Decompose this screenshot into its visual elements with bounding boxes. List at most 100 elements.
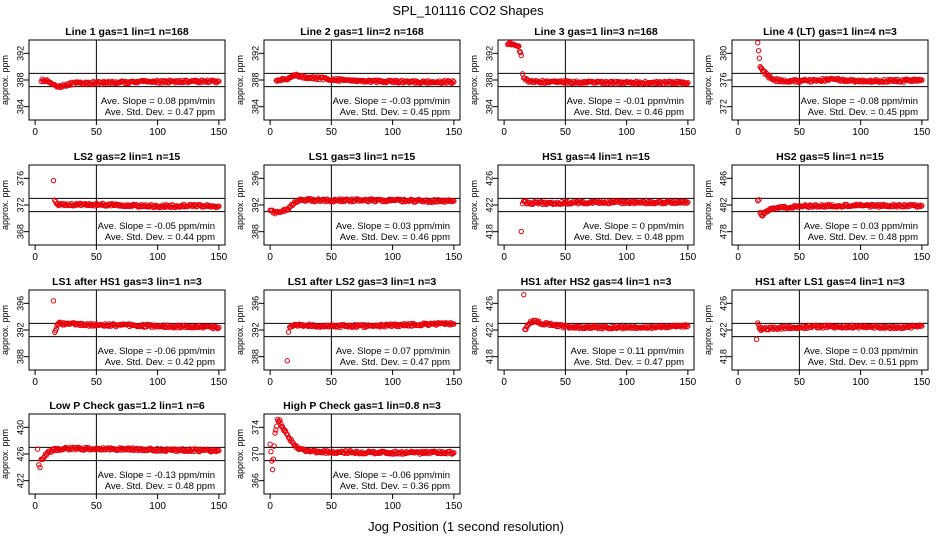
chart-panel: Low P Check gas=1.2 lin=1 n=6 approx. ppm… <box>0 400 228 512</box>
x-tick-label: 50 <box>560 377 572 388</box>
chart-panel: Line 1 gas=1 lin=1 n=168 approx. ppm 0 50 10… <box>0 26 228 138</box>
data-point <box>685 199 691 206</box>
data-point <box>451 198 457 204</box>
x-tick-label: 100 <box>852 127 869 138</box>
data-point <box>919 323 925 329</box>
panel-title: LS1 after LS2 gas=3 lin=1 n=3 <box>288 276 437 288</box>
x-tick-label: 100 <box>149 377 166 388</box>
data-point <box>348 77 355 83</box>
y-axis-label: approx. ppm <box>0 55 10 105</box>
average-std-dev-annotation: Ave. Std. Dev. = 0.36 ppm <box>340 481 450 492</box>
x-tick-label: 0 <box>735 252 741 263</box>
y-tick-label: 426 <box>15 446 25 461</box>
data-point <box>916 323 922 329</box>
average-slope-annotation: Ave. Slope = -0.01 ppm/min <box>567 96 684 107</box>
panel-title: HS1 after LS1 gas=4 lin=1 n=3 <box>755 276 905 288</box>
data-point <box>919 202 925 209</box>
average-slope-annotation: Ave. Slope = -0.06 ppm/min <box>333 470 450 481</box>
data-point <box>451 449 457 456</box>
data-point <box>269 466 276 473</box>
data-point <box>755 48 762 54</box>
x-tick-label: 0 <box>32 252 38 263</box>
x-tick-label: 100 <box>618 377 635 388</box>
average-std-dev-annotation: Ave. Std. Dev. = 0.47 ppm <box>105 107 215 118</box>
x-tick-label: 50 <box>326 377 338 388</box>
chart-panel: Line 2 gas=1 lin=2 n=168 approx. ppm 0 50 10… <box>235 26 463 138</box>
data-point <box>684 80 690 87</box>
data-point <box>272 430 278 436</box>
panel-title: HS1 gas=4 lin=1 n=15 <box>542 151 650 163</box>
y-tick-label: 392 <box>250 197 260 212</box>
y-tick-label: 372 <box>718 99 728 114</box>
x-tick-label: 100 <box>618 127 635 138</box>
y-axis-label: approx. ppm <box>0 305 10 355</box>
data-point <box>451 79 457 85</box>
y-tick-label: 376 <box>15 171 25 186</box>
y-tick-label: 388 <box>15 72 25 87</box>
data-point <box>216 447 222 454</box>
x-tick-label: 0 <box>267 252 273 263</box>
y-axis-label: approx. ppm <box>235 305 245 355</box>
y-tick-label: 426 <box>718 296 728 311</box>
average-slope-annotation: Ave. Slope = 0.08 ppm/min <box>101 96 215 107</box>
x-tick-label: 100 <box>149 127 166 138</box>
average-std-dev-annotation: Ave. Std. Dev. = 0.48 ppm <box>808 232 918 243</box>
y-tick-label: 486 <box>718 171 728 186</box>
x-tick-label: 100 <box>149 252 166 263</box>
x-tick-label: 150 <box>446 127 463 138</box>
data-point <box>756 197 762 203</box>
x-tick-label: 0 <box>735 127 741 138</box>
data-point <box>755 40 761 46</box>
y-axis-label: approx. ppm <box>235 429 245 479</box>
average-std-dev-annotation: Ave. Std. Dev. = 0.46 ppm <box>340 232 450 243</box>
x-tick-label: 0 <box>501 377 507 388</box>
data-point <box>271 443 277 449</box>
y-tick-label: 478 <box>718 224 728 239</box>
panel-title: LS1 gas=3 lin=1 n=15 <box>309 151 416 163</box>
x-tick-label: 100 <box>384 252 401 263</box>
x-tick-label: 150 <box>914 252 931 263</box>
y-tick-label: 396 <box>15 296 25 311</box>
data-point <box>291 72 297 78</box>
chart-panel: HS2 gas=5 lin=1 n=15 approx. ppm 0 50 100 150… <box>703 151 931 263</box>
data-point <box>216 203 222 210</box>
y-tick-label: 426 <box>484 171 494 186</box>
data-point <box>756 55 763 61</box>
y-tick-label: 372 <box>15 197 25 212</box>
data-point <box>36 462 42 468</box>
figure-title: SPL_101116 CO2 Shapes <box>392 3 544 18</box>
x-tick-label: 50 <box>91 377 103 388</box>
data-point <box>131 202 138 208</box>
x-tick-label: 100 <box>384 501 401 512</box>
y-axis-label: approx. ppm <box>469 305 479 355</box>
data-point <box>37 464 43 471</box>
x-tick-label: 150 <box>446 377 463 388</box>
data-point <box>450 450 456 457</box>
x-tick-label: 100 <box>149 501 166 512</box>
x-tick-label: 150 <box>446 252 463 263</box>
average-slope-annotation: Ave. Slope = 0.11 ppm/min <box>571 346 684 357</box>
y-axis-label: approx. ppm <box>703 180 713 230</box>
data-point <box>790 325 796 331</box>
average-std-dev-annotation: Ave. Std. Dev. = 0.42 ppm <box>105 357 215 368</box>
y-axis-label: approx. ppm <box>703 305 713 355</box>
panel-title: Line 1 gas=1 lin=1 n=168 <box>65 26 189 38</box>
y-tick-label: 422 <box>718 322 728 337</box>
data-point <box>919 77 925 83</box>
y-tick-label: 388 <box>15 349 25 364</box>
y-tick-label: 388 <box>250 349 260 364</box>
y-tick-label: 374 <box>250 420 260 435</box>
x-tick-label: 150 <box>680 377 697 388</box>
average-std-dev-annotation: Ave. Std. Dev. = 0.47 ppm <box>574 357 684 368</box>
average-slope-annotation: Ave. Slope = 0 ppm/min <box>583 221 684 232</box>
x-tick-label: 0 <box>267 377 273 388</box>
x-tick-label: 100 <box>852 252 869 263</box>
x-tick-label: 150 <box>211 252 228 263</box>
y-tick-label: 384 <box>484 99 494 114</box>
average-slope-annotation: Ave. Slope = 0.03 ppm/min <box>336 221 450 232</box>
data-point <box>214 448 220 454</box>
chart-panels: Line 1 gas=1 lin=1 n=168 approx. ppm 0 50 10… <box>0 26 931 512</box>
average-slope-annotation: Ave. Slope = 0.07 ppm/min <box>336 346 450 357</box>
x-tick-label: 0 <box>267 127 273 138</box>
x-tick-label: 150 <box>914 127 931 138</box>
